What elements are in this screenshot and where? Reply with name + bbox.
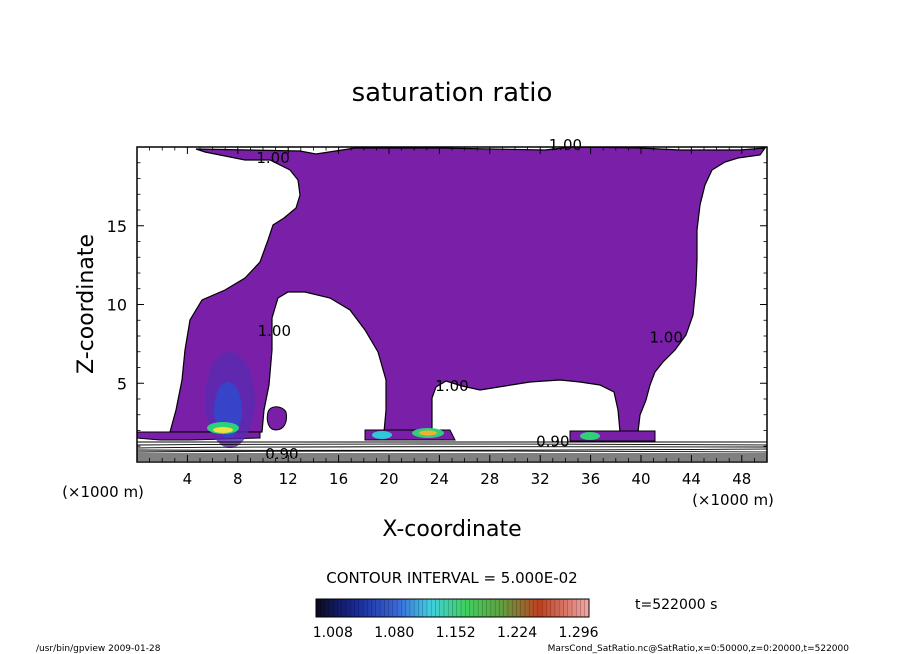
y-tick-label: 10	[107, 296, 127, 315]
contour-label: 1.00	[649, 328, 682, 346]
chart-title: saturation ratio	[352, 78, 553, 108]
x-tick-label: 20	[379, 470, 398, 488]
time-label: t=522000 s	[635, 597, 717, 613]
x-tick-label: 12	[279, 470, 298, 488]
x-tick-label: 4	[183, 470, 193, 488]
small-blob	[266, 406, 287, 431]
surface-contours	[136, 441, 768, 461]
supersaturation-region	[169, 146, 767, 433]
footer-right: MarsCond_SatRatio.nc@SatRatio,x=0:50000,…	[548, 644, 850, 654]
footer-left: /usr/bin/gpview 2009-01-28	[36, 644, 161, 654]
green-core	[372, 431, 392, 439]
colorbar-tick-label: 1.152	[436, 625, 476, 641]
x-tick-label: 24	[430, 470, 449, 488]
yellow-core	[419, 430, 437, 436]
x-tick-label: 8	[233, 470, 243, 488]
y-axis-label: Z-coordinate	[74, 234, 99, 374]
colorbar-stripes	[320, 599, 585, 617]
y-tick-label: 15	[107, 217, 127, 236]
x-tick-label: 16	[329, 470, 348, 488]
contour-label: 0.90	[536, 432, 569, 450]
plot-area	[136, 146, 768, 461]
yellow-core	[213, 427, 233, 433]
contour-label: 0.90	[265, 445, 298, 463]
contour-labels: 1.00 1.00 1.00 1.00 1.00 0.90 0.90	[256, 136, 683, 463]
x-tick-label: 48	[732, 470, 751, 488]
x-tick-label: 40	[631, 470, 650, 488]
x-axis-label: X-coordinate	[382, 517, 521, 542]
y-tick-label: 5	[117, 374, 127, 393]
x-tick-label: 44	[682, 470, 701, 488]
colorbar-ticks: 1.008 1.080 1.152 1.224 1.296	[313, 625, 599, 641]
green-core	[580, 432, 600, 440]
y-axis: 5 10 15	[107, 162, 767, 447]
contour-interval-label: CONTOUR INTERVAL = 5.000E-02	[326, 569, 577, 587]
x-unit-right: (×1000 m)	[692, 491, 774, 509]
x-unit-left: (×1000 m)	[62, 483, 144, 501]
colorbar-tick-label: 1.080	[374, 625, 414, 641]
colorbar-tick-label: 1.224	[497, 625, 537, 641]
x-axis: 4 8 12 16 20 24 28 32 36 40 44 48	[149, 147, 755, 488]
x-tick-label: 28	[480, 470, 499, 488]
colorbar-tick-label: 1.296	[558, 625, 598, 641]
colorbar-tick-label: 1.008	[313, 625, 353, 641]
contour-label: 1.00	[256, 149, 289, 167]
contour-label: 1.00	[549, 136, 582, 154]
contour-label: 1.00	[435, 377, 468, 395]
contour-label: 1.00	[258, 322, 291, 340]
x-tick-label: 32	[531, 470, 550, 488]
x-tick-label: 36	[581, 470, 600, 488]
